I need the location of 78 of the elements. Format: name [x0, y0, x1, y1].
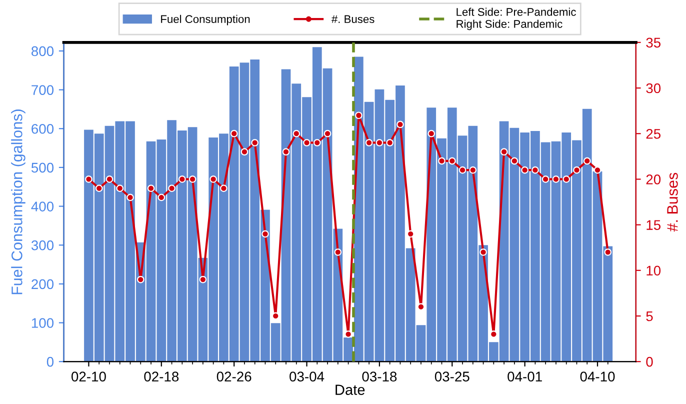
point [313, 139, 321, 146]
y-tick-label: 600 [32, 124, 54, 134]
point [604, 248, 612, 256]
point [480, 248, 487, 256]
y2-tick-label: 25 [646, 128, 661, 139]
y-axis-title: Fuel Consumption (gallons) [11, 110, 26, 294]
point [292, 130, 300, 138]
y2-tick-label: 10 [646, 266, 661, 276]
y2-tick-label: 30 [646, 83, 661, 94]
point [594, 166, 602, 174]
point [438, 157, 446, 165]
point [210, 176, 217, 183]
point [106, 176, 114, 183]
point [188, 176, 196, 183]
point [334, 248, 342, 256]
point [178, 176, 186, 183]
y-tick-label: 400 [31, 202, 54, 212]
point [282, 148, 290, 156]
y-tick-label: 500 [31, 162, 54, 173]
point [168, 184, 176, 192]
y2-axis-title: #. Buses [667, 172, 678, 232]
point [448, 157, 456, 165]
point [521, 166, 528, 174]
x-tick-label: 02-10 [72, 372, 106, 382]
point [126, 194, 134, 202]
point [510, 157, 518, 165]
point [324, 130, 332, 138]
point [85, 176, 92, 183]
point [251, 139, 259, 146]
y-tick-label: 300 [31, 240, 54, 250]
y-tick-label: 800 [32, 46, 54, 56]
point [355, 112, 362, 120]
point [562, 176, 570, 183]
point [147, 184, 155, 192]
point [583, 157, 591, 165]
x-tick-label: 04-01 [508, 372, 542, 382]
point [376, 139, 384, 146]
legend-label: Fuel Consumption [161, 14, 250, 26]
y2-tick-label: 0 [646, 356, 653, 367]
point [365, 139, 373, 146]
x-tick-label: 03-04 [290, 372, 324, 382]
point [532, 166, 539, 174]
point [428, 130, 436, 138]
point [303, 139, 310, 146]
point [136, 276, 144, 284]
point [220, 184, 228, 192]
x-tick-label: 03-25 [434, 372, 470, 382]
point [230, 130, 238, 138]
x-tick-label: 02-18 [144, 372, 179, 382]
point [396, 120, 404, 128]
point [116, 184, 124, 192]
point [458, 166, 466, 174]
y-tick-label: 200 [32, 279, 54, 290]
point [542, 176, 550, 183]
point [199, 276, 207, 284]
y-tick-label: 100 [32, 318, 54, 328]
x-tick-label: 04-10 [580, 372, 615, 382]
y2-tick-label: 20 [646, 174, 661, 184]
point [344, 330, 352, 338]
point [158, 194, 166, 202]
point [573, 166, 580, 174]
point [469, 166, 477, 174]
x-tick-label: 03-18 [362, 372, 397, 382]
y-tick-label: 0 [46, 356, 54, 367]
point [262, 230, 269, 238]
y2-tick-label: 15 [646, 220, 661, 230]
point [240, 148, 248, 156]
legend-label: #. Buses [331, 15, 374, 24]
x-tick-label: 02-26 [216, 372, 252, 382]
point [386, 139, 394, 146]
point [95, 184, 103, 192]
y-tick-label: 700 [32, 85, 54, 95]
point [500, 148, 508, 156]
point [552, 176, 560, 183]
y2-tick-label: 5 [646, 311, 653, 322]
y2-tick-label: 35 [646, 38, 661, 48]
x-axis-title: Date [336, 384, 365, 395]
text: Left Side: Pre-Pandemic Right Side: Pandemic [456, 8, 576, 30]
